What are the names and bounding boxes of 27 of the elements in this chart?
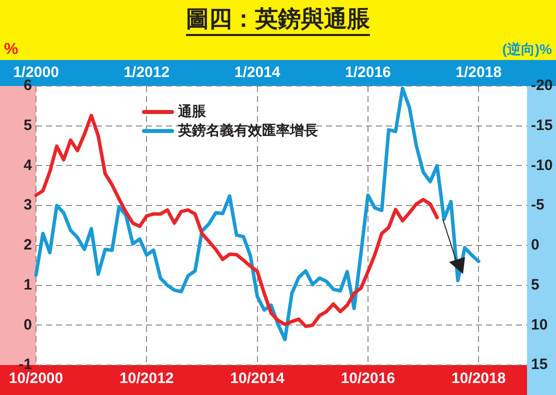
- y2-tick-label: -10: [531, 156, 553, 174]
- y-tick-label: 0: [24, 316, 32, 334]
- y-tick-label: 3: [24, 196, 32, 214]
- y2-tick-label: -15: [531, 117, 553, 134]
- chart-title: 圖四：英鎊與通脹: [186, 5, 371, 32]
- y2-tick-label: -5: [531, 196, 544, 214]
- y-tick-label: 1: [24, 276, 32, 294]
- y2-tick-label: 5: [531, 276, 540, 294]
- y-tick-label: 2: [24, 236, 32, 254]
- text: 1/2018: [456, 64, 502, 82]
- legend-label: 英鎊名義有效匯率增長: [177, 122, 318, 138]
- x-tick-label: 10/2018: [451, 370, 506, 388]
- legend-label: 通脹: [177, 102, 207, 119]
- y-tick-label: 4: [24, 156, 33, 174]
- y2-tick-label: 15: [531, 356, 548, 374]
- x-tick-label: 10/2014: [230, 370, 286, 388]
- y-tick-label: 5: [24, 117, 32, 134]
- x-tick-label: 10/2012: [120, 370, 174, 388]
- y-axis-title: %: [4, 41, 18, 58]
- y2-tick-label: 0: [531, 236, 540, 254]
- y2-axis-title: (逆向)%: [502, 41, 553, 57]
- x-tick-label: 10/2000: [8, 370, 64, 388]
- text: 1/2016: [345, 64, 391, 82]
- text: 1/2014: [234, 64, 281, 82]
- x-tick-label: 10/2016: [340, 370, 396, 388]
- y2-tick-label: 10: [531, 316, 548, 334]
- text: 1/2012: [124, 64, 170, 82]
